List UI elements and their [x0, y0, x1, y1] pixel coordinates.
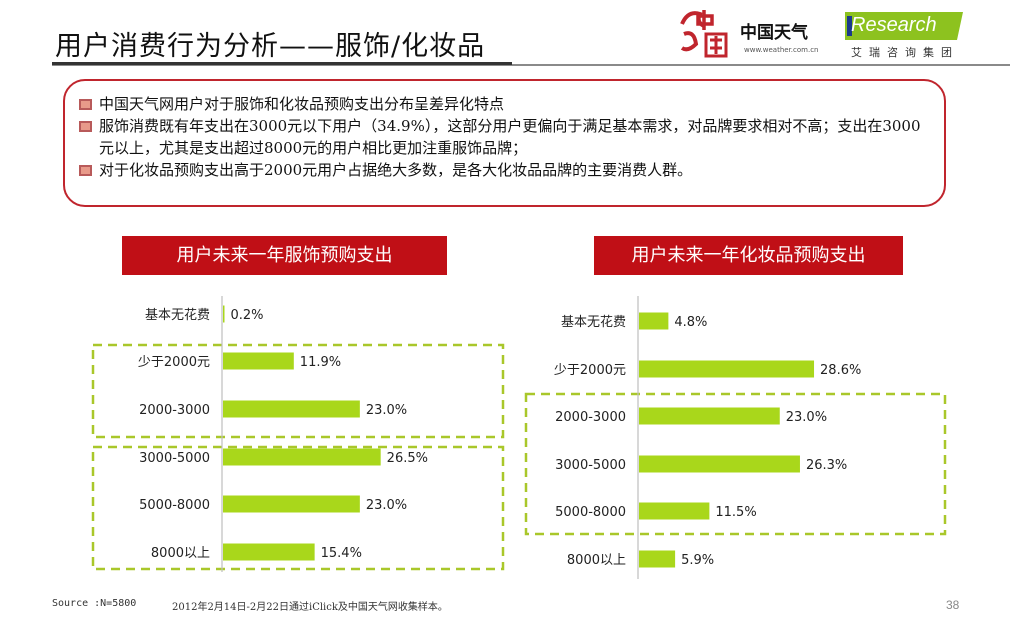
data-label: 15.4% [321, 546, 362, 561]
bar [639, 550, 676, 568]
bullet-icon [79, 121, 92, 132]
bar [223, 352, 294, 370]
bar [223, 543, 315, 561]
category-label: 3000-5000 [555, 458, 626, 473]
highlight-box [524, 392, 947, 536]
footer-source: Source :N=5800 [52, 598, 137, 609]
highlight-box [91, 343, 505, 439]
iresearch-logo-subtitle: 艾瑞咨询集团 [851, 46, 959, 59]
bullet-icon [79, 99, 92, 110]
bullet-icon [79, 165, 92, 176]
data-label: 11.9% [300, 355, 341, 370]
page-number: 38 [946, 598, 960, 612]
summary-bullet-text: 中国天气网用户对于服饰和化妆品预购支出分布呈差异化特点 [99, 95, 505, 113]
category-label: 5000-8000 [555, 505, 626, 520]
category-label: 少于2000元 [554, 363, 626, 378]
title-divider [52, 64, 1010, 66]
bar [223, 448, 381, 466]
data-label: 4.8% [674, 315, 707, 330]
bar [639, 455, 800, 473]
data-label: 28.6% [820, 363, 861, 378]
iresearch-logo-name: Research [851, 14, 937, 36]
weather-logo: 中国天气 www.weather.com.cn [674, 4, 834, 62]
summary-bullet: 中国天气网用户对于服饰和化妆品预购支出分布呈差异化特点 [79, 93, 926, 115]
summary-bullet-text: 服饰消费既有年支出在3000元以下用户（34.9%），这部分用户更偏向于满足基本… [99, 117, 921, 157]
data-label: 5.9% [681, 553, 714, 568]
data-label: 26.5% [387, 451, 428, 466]
bar [639, 312, 669, 330]
highlight-box [91, 445, 505, 571]
weather-logo-url: www.weather.com.cn [744, 46, 819, 54]
data-label: 23.0% [366, 498, 407, 513]
bar [223, 305, 225, 323]
summary-bullet: 服饰消费既有年支出在3000元以下用户（34.9%），这部分用户更偏向于满足基本… [79, 115, 926, 159]
category-label: 少于2000元 [138, 355, 210, 370]
bar [639, 407, 780, 425]
chart-title-apparel: 用户未来一年服饰预购支出 [122, 236, 447, 275]
data-label: 23.0% [366, 403, 407, 418]
data-label: 23.0% [786, 410, 827, 425]
bar [639, 360, 815, 378]
iresearch-badge-icon [845, 12, 963, 40]
weather-logo-name: 中国天气 [740, 23, 808, 43]
data-label: 26.3% [806, 458, 847, 473]
category-label: 5000-8000 [139, 498, 210, 513]
summary-box: 中国天气网用户对于服饰和化妆品预购支出分布呈差异化特点 服饰消费既有年支出在30… [63, 79, 946, 207]
category-label: 基本无花费 [561, 314, 626, 330]
bar [223, 400, 360, 418]
data-label: 11.5% [715, 505, 756, 520]
weather-seal-icon [675, 5, 731, 61]
footer-note: 2012年2月14日-2月22日通过iClick及中国天气网收集样本。 [172, 602, 448, 613]
category-label: 2000-3000 [139, 403, 210, 418]
summary-bullet: 对于化妆品预购支出高于2000元用户占据绝大多数，是各大化妆品品牌的主要消费人群… [79, 159, 926, 181]
summary-bullet-text: 对于化妆品预购支出高于2000元用户占据绝大多数，是各大化妆品品牌的主要消费人群… [99, 161, 693, 179]
iresearch-logo: Research 艾瑞咨询集团 [845, 12, 965, 60]
category-label: 基本无花费 [145, 307, 210, 323]
category-label: 8000以上 [151, 546, 210, 561]
category-label: 3000-5000 [139, 451, 210, 466]
chart-title-cosmetics: 用户未来一年化妆品预购支出 [594, 236, 903, 275]
category-label: 2000-3000 [555, 410, 626, 425]
category-label: 8000以上 [567, 553, 626, 568]
title-divider-accent [52, 62, 512, 65]
data-label: 0.2% [231, 308, 264, 323]
bar [223, 495, 360, 513]
page-title: 用户消费行为分析——服饰/化妆品 [55, 31, 486, 62]
bar [639, 502, 710, 520]
